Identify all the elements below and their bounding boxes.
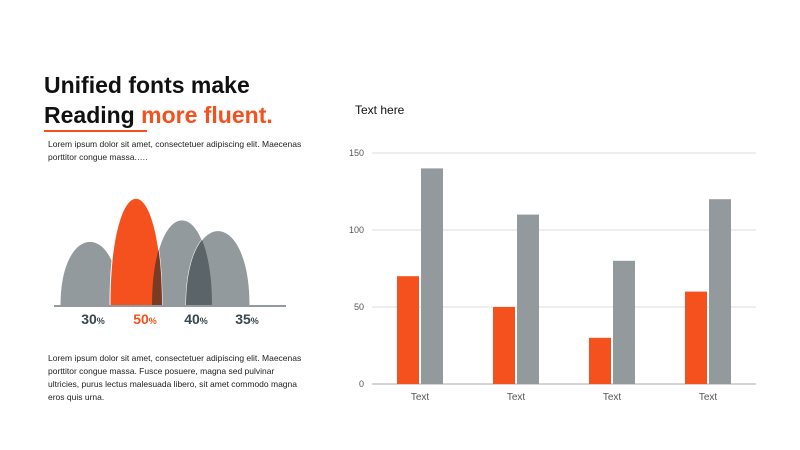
y-tick-label: 150	[349, 148, 364, 158]
hills-chart	[54, 198, 286, 307]
hill-value-label: 40%	[184, 311, 208, 327]
bar-series-2-4	[709, 199, 731, 384]
headline-underline	[44, 130, 147, 132]
y-tick-label: 50	[354, 302, 364, 312]
x-tick-label: Text	[603, 392, 622, 403]
y-tick-label: 0	[359, 379, 364, 389]
bar-series-2-1	[421, 168, 443, 384]
hill-overlap-2	[186, 230, 212, 306]
x-tick-label: Text	[507, 392, 526, 403]
hill-value-label: 30%	[81, 311, 105, 327]
paragraph-bottom: Lorem ipsum dolor sit amet, consectetuer…	[48, 353, 302, 402]
bar-chart: 0 50 100 150 Text Text Text Text	[349, 148, 756, 403]
headline: Unified fonts make Reading more fluent.	[44, 70, 273, 130]
hill-value-label: 50%	[133, 311, 157, 327]
bar-series-2-2	[517, 214, 539, 384]
bar-series-2-3	[613, 260, 635, 384]
bar-series-1-4	[685, 291, 707, 384]
bar-series-1-1	[397, 276, 419, 384]
bar-series-1-2	[493, 307, 515, 384]
paragraph-top: Lorem ipsum dolor sit amet, consectetuer…	[48, 139, 302, 162]
y-tick-label: 100	[349, 225, 364, 235]
bar-chart-title: Text here	[355, 103, 405, 117]
hill-value-label: 35%	[235, 311, 259, 327]
headline-line-1: Unified fonts make	[44, 72, 250, 98]
x-tick-label: Text	[699, 392, 718, 403]
bar-series-1-3	[589, 337, 611, 384]
headline-line-2-accent: more fluent.	[141, 102, 273, 128]
x-tick-label: Text	[411, 392, 430, 403]
headline-line-2-plain: Reading	[44, 102, 142, 128]
